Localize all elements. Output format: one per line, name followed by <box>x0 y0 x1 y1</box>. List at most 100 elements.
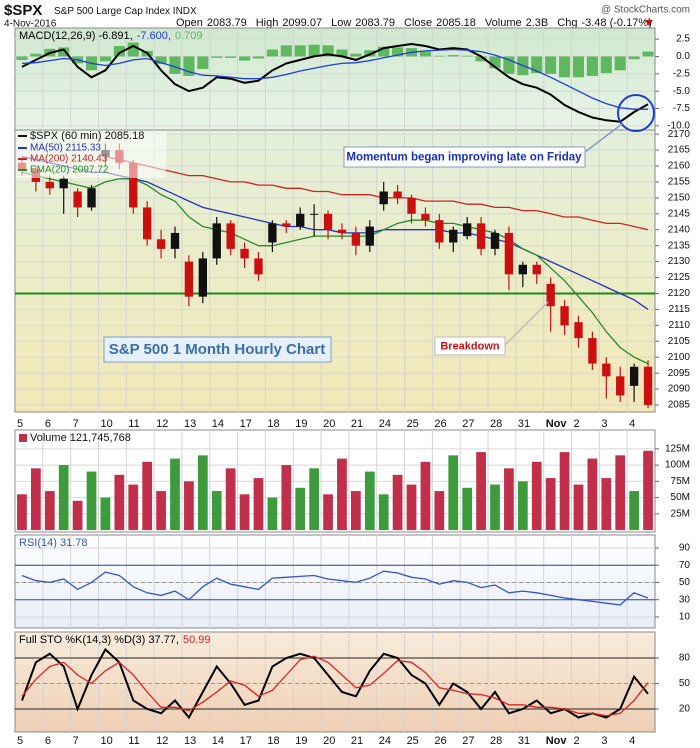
x-tick-label: 14 <box>212 735 224 747</box>
x-tick-label: 10 <box>100 735 112 747</box>
histogram-bar <box>461 55 473 57</box>
quote-value: 2.3B <box>526 17 549 29</box>
series-line <box>21 48 648 110</box>
y-tick-label: 2135 <box>668 240 691 251</box>
legend-entry: Full STO %K(14,3) %D(3) 37.77, <box>19 634 179 646</box>
x-tick-label: 7 <box>73 735 79 747</box>
histogram-bar <box>239 56 251 61</box>
x-tick-label: 27 <box>462 735 474 747</box>
candle-body <box>532 264 541 275</box>
candle-body <box>45 181 54 189</box>
y-tick-label: 2170 <box>668 129 691 140</box>
x-tick-label: 3 <box>601 735 607 747</box>
volume-bar <box>128 484 139 531</box>
y-tick-label: 2115 <box>668 304 690 315</box>
x-tick-label: 2 <box>574 418 580 430</box>
histogram-bar <box>586 56 598 76</box>
candle-body <box>574 322 583 339</box>
x-tick-label: 18 <box>267 735 279 747</box>
quote-line: Open 2083.79 High 2099.07 Low 2083.79 Close 208… <box>176 17 652 29</box>
histogram-bar <box>308 44 320 57</box>
series-line <box>21 42 649 123</box>
quote-label: Volume <box>485 17 522 29</box>
histogram-bar <box>572 56 585 78</box>
legend-entry: MA(200) 2140.43 <box>30 154 108 165</box>
candle-body <box>504 232 514 275</box>
x-tick-label: 10 <box>100 418 112 430</box>
volume-bar <box>406 484 417 531</box>
y-tick-label: 2140 <box>668 224 691 235</box>
y-tick-label: 2130 <box>668 256 691 267</box>
y-tick-label: 70 <box>679 560 691 571</box>
volume-bar <box>517 481 528 531</box>
x-tick-label: 27 <box>462 418 474 430</box>
x-tick-label: Nov <box>546 418 568 430</box>
x-tick-label: 12 <box>156 735 168 747</box>
candle-body <box>546 283 555 307</box>
candle-body <box>476 223 486 249</box>
candle-body <box>323 213 333 230</box>
y-tick-label: 10 <box>679 612 691 623</box>
candle-body <box>198 258 207 297</box>
histogram-bar <box>294 45 306 57</box>
histogram-bar <box>531 56 543 74</box>
symbol: $SPX <box>4 2 42 19</box>
series-line <box>105 155 649 231</box>
legend-entry: Volume 121,745,768 <box>30 432 131 444</box>
volume-bar <box>281 465 292 531</box>
volume-bar <box>142 461 153 531</box>
histogram-bar <box>252 56 265 59</box>
histogram-bar <box>183 56 195 76</box>
histogram-bar <box>113 46 125 57</box>
series-line <box>21 570 649 606</box>
y-tick-label: 50 <box>679 678 691 689</box>
y-tick-label: 90 <box>679 543 691 554</box>
y-tick-label: 50M <box>671 492 690 503</box>
volume-bar <box>531 461 542 531</box>
candle-body <box>254 258 263 275</box>
histogram-bar <box>614 56 626 71</box>
histogram-bar <box>58 47 70 57</box>
histogram-bar <box>642 51 654 57</box>
candle-body <box>143 207 152 240</box>
y-tick-label: 75M <box>671 476 690 487</box>
y-tick-label: 50 <box>679 577 691 588</box>
callout-line <box>584 123 623 153</box>
volume-bar <box>211 491 222 531</box>
y-tick-label: 25M <box>671 508 690 519</box>
macd-panel <box>14 27 656 131</box>
volume-bar <box>364 471 375 531</box>
candle-body <box>435 220 444 243</box>
highlight-circle <box>617 94 655 132</box>
volume-bar <box>184 481 194 531</box>
x-tick-label: 17 <box>240 735 252 747</box>
y-tick-label: 2145 <box>668 208 691 219</box>
candle-body <box>240 248 249 259</box>
x-tick-label: 31 <box>518 735 530 747</box>
volume-bar <box>434 491 445 531</box>
candle-body <box>421 213 430 221</box>
candle-body <box>379 191 388 205</box>
volume-bar <box>58 465 69 531</box>
x-tick-label: 28 <box>490 418 502 430</box>
candle-body <box>365 226 374 246</box>
legend-entry: RSI(14) 31.78 <box>19 537 87 549</box>
volume-bar <box>490 484 500 531</box>
x-tick-label: 12 <box>156 418 168 430</box>
volume-bar <box>629 491 639 531</box>
legend-swatch <box>19 434 27 442</box>
x-tick-label: 4 <box>629 418 635 430</box>
y-tick-label: 2100 <box>668 352 691 363</box>
legend: Full STO %K(14,3) %D(3) 37.77, 50.99 <box>19 634 211 646</box>
volume-bar <box>378 494 389 531</box>
candle-body <box>629 366 639 386</box>
y-tick-label: 125M <box>665 443 690 454</box>
histogram-bar <box>378 46 390 57</box>
histogram-bar <box>419 51 431 57</box>
histogram-bar <box>489 56 501 69</box>
series-line <box>21 171 649 365</box>
watermark: @ StockCharts.com <box>601 5 690 16</box>
volume-bar <box>156 491 166 531</box>
candle-body <box>87 188 96 208</box>
